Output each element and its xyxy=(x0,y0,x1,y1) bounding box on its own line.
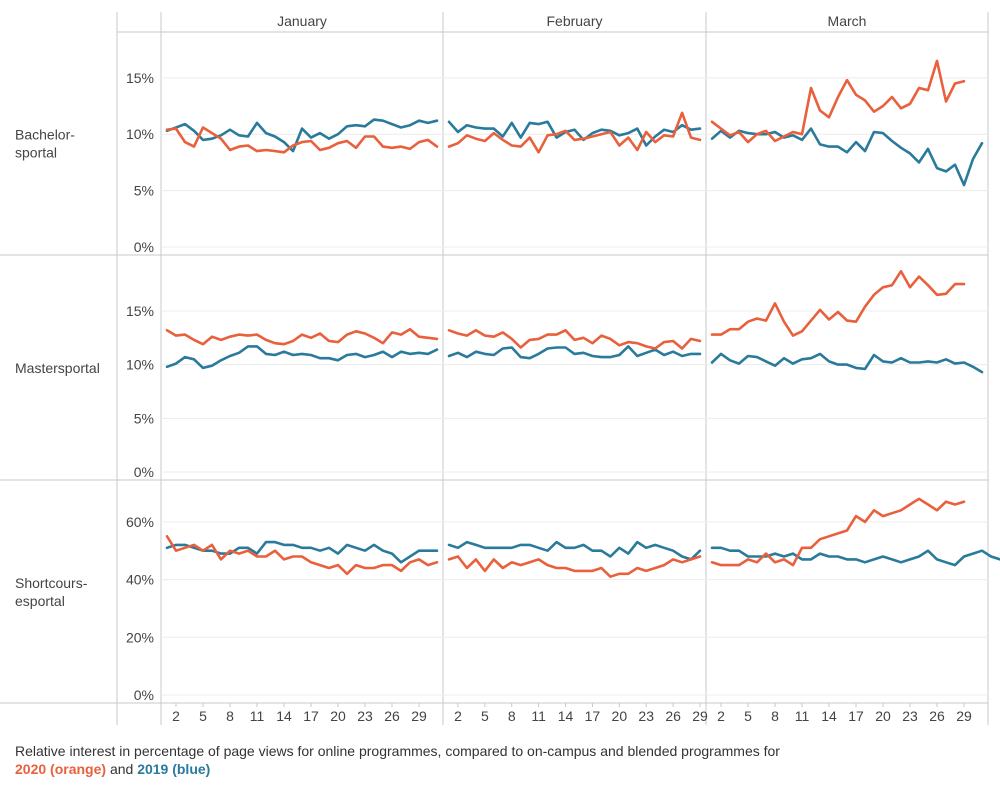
x-tick-label: 5 xyxy=(199,708,207,724)
x-tick-label: 17 xyxy=(303,708,319,724)
x-tick-label: 11 xyxy=(795,708,810,724)
series-2019-line xyxy=(165,540,439,564)
series-2019-line xyxy=(165,118,439,153)
x-tick-label: 5 xyxy=(481,708,489,724)
caption-legend: 2020 (orange) and 2019 (blue) xyxy=(15,760,780,778)
x-tick-label: 23 xyxy=(638,708,654,724)
y-tick-label: 0% xyxy=(134,687,154,703)
chart-caption: Relative interest in percentage of page … xyxy=(15,742,780,778)
row-label: Bachelor- xyxy=(15,127,75,143)
series-2020-line xyxy=(165,327,439,346)
y-tick-label: 20% xyxy=(126,629,154,645)
y-tick-label: 15% xyxy=(126,303,154,319)
x-tick-label: 17 xyxy=(848,708,864,724)
x-tick-label: 20 xyxy=(875,708,891,724)
y-tick-label: 60% xyxy=(126,514,154,530)
x-tick-label: 5 xyxy=(744,708,752,724)
x-tick-label: 17 xyxy=(585,708,601,724)
row-label: esportal xyxy=(15,593,65,609)
x-tick-label: 26 xyxy=(384,708,400,724)
series-2020-line xyxy=(165,534,439,576)
row-label: Shortcours- xyxy=(15,575,88,591)
series-2020-line xyxy=(447,328,702,350)
y-tick-label: 5% xyxy=(134,183,154,199)
column-header-february: February xyxy=(546,13,602,29)
x-tick-label: 29 xyxy=(411,708,427,724)
y-tick-label: 0% xyxy=(134,464,154,480)
series-2020-line xyxy=(165,126,439,154)
x-tick-label: 14 xyxy=(558,708,574,724)
x-tick-label: 29 xyxy=(692,708,708,724)
chart: January February March Bachelor-sportal 0% 5%… xyxy=(0,12,1000,725)
series-2019-line xyxy=(710,352,984,374)
x-tick-label: 8 xyxy=(226,708,234,724)
x-tick-label: 20 xyxy=(330,708,346,724)
y-tick-label: 40% xyxy=(126,572,154,588)
x-tick-label: 2 xyxy=(454,708,462,724)
row-label: sportal xyxy=(15,145,57,161)
x-tick-label: 20 xyxy=(612,708,628,724)
x-tick-label: 26 xyxy=(929,708,945,724)
y-tick-label: 5% xyxy=(134,410,154,426)
x-tick-label: 8 xyxy=(771,708,779,724)
series-2020-line xyxy=(710,59,966,144)
series-2019-line xyxy=(447,345,702,360)
y-tick-label: 10% xyxy=(126,357,154,373)
y-tick-label: 10% xyxy=(126,126,154,142)
x-tick-label: 23 xyxy=(357,708,373,724)
series-2019-line xyxy=(165,345,439,370)
x-tick-label: 26 xyxy=(665,708,681,724)
column-header-march: March xyxy=(828,13,867,29)
legend-2020: 2020 (orange) xyxy=(15,761,107,777)
x-tick-label: 11 xyxy=(250,708,265,724)
x-tick-label: 29 xyxy=(956,708,972,724)
row-label: Mastersportal xyxy=(15,360,100,376)
x-tick-label: 2 xyxy=(172,708,180,724)
series-2020-line xyxy=(710,269,966,337)
legend-joiner: and xyxy=(109,761,134,777)
series-2020-line xyxy=(447,555,702,579)
x-tick-label: 14 xyxy=(821,708,837,724)
x-tick-label: 14 xyxy=(276,708,292,724)
legend-2019: 2019 (blue) xyxy=(137,761,211,777)
series-2019-line xyxy=(447,540,702,561)
y-tick-label: 15% xyxy=(126,70,154,86)
column-header-january: January xyxy=(277,13,327,29)
caption-text: Relative interest in percentage of page … xyxy=(15,743,780,759)
x-tick-label: 2 xyxy=(717,708,725,724)
series-2019-line xyxy=(447,120,702,147)
series-2020-line xyxy=(710,497,966,567)
x-tick-label: 11 xyxy=(531,708,546,724)
series-2019-line xyxy=(710,546,1000,567)
x-tick-label: 23 xyxy=(902,708,918,724)
series-2020-line xyxy=(447,111,702,154)
y-tick-label: 0% xyxy=(134,239,154,255)
x-tick-label: 8 xyxy=(508,708,516,724)
